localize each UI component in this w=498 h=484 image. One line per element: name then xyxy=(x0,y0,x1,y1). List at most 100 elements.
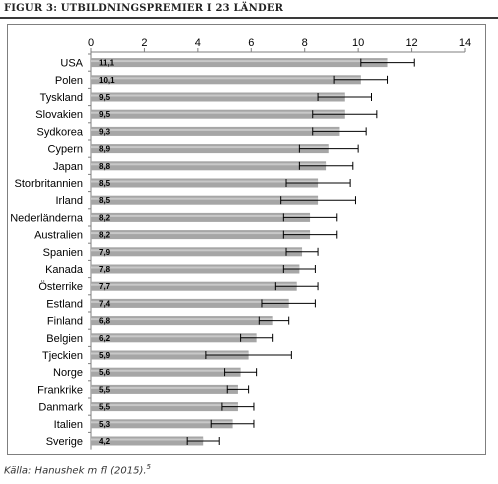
category-label: Spanien xyxy=(43,247,83,259)
bar xyxy=(91,419,233,429)
category-label: Italien xyxy=(54,419,83,431)
data-label: 7,9 xyxy=(99,248,111,257)
data-label: 8,2 xyxy=(99,213,111,222)
data-label: 5,5 xyxy=(99,403,111,412)
x-tick-label: 14 xyxy=(459,37,471,49)
data-label: 4,2 xyxy=(99,437,111,446)
figure-title: FIGUR 3: UTBILDNINGSPREMIER I 23 LÄNDER xyxy=(4,3,284,14)
bar xyxy=(91,195,319,205)
bar xyxy=(91,109,345,119)
bar-highlight xyxy=(91,146,329,149)
bar-highlight xyxy=(91,94,345,97)
category-label: Frankrike xyxy=(37,384,83,396)
bar xyxy=(91,384,238,394)
bar-highlight xyxy=(91,438,204,441)
data-label: 6,2 xyxy=(99,334,111,343)
data-label: 10,1 xyxy=(99,76,115,85)
category-label: Belgien xyxy=(46,333,83,345)
data-label: 9,5 xyxy=(99,93,111,102)
data-label: 5,9 xyxy=(99,351,111,360)
bar xyxy=(91,230,311,240)
category-label: Slovakien xyxy=(35,109,83,121)
bar xyxy=(91,126,340,136)
bar-highlight xyxy=(91,232,311,235)
x-tick-label: 0 xyxy=(88,37,94,49)
bar-highlight xyxy=(91,214,311,217)
category-label: Sverige xyxy=(46,436,83,448)
bar xyxy=(91,75,361,85)
x-tick-label: 10 xyxy=(352,37,364,49)
bar xyxy=(91,212,311,222)
bar-highlight xyxy=(91,111,345,114)
data-label: 9,3 xyxy=(99,127,111,136)
category-label: Norge xyxy=(53,367,83,379)
bar-highlight xyxy=(91,421,233,424)
category-label: Irland xyxy=(55,195,83,207)
bar xyxy=(91,367,241,377)
bar-highlight xyxy=(91,249,303,252)
category-label: Danmark xyxy=(38,402,83,414)
bar-highlight xyxy=(91,335,257,338)
bar-highlight xyxy=(91,128,340,131)
data-label: 5,5 xyxy=(99,385,111,394)
bar xyxy=(91,161,327,171)
bar-highlight xyxy=(91,266,300,269)
bar xyxy=(91,436,204,446)
bar-highlight xyxy=(91,163,327,166)
data-label: 8,5 xyxy=(99,196,111,205)
bar-highlight xyxy=(91,283,297,286)
bar-highlight xyxy=(91,77,361,80)
data-label: 8,5 xyxy=(99,179,111,188)
category-label: Österrike xyxy=(38,281,83,293)
category-label: Cypern xyxy=(48,144,83,156)
bar-highlight xyxy=(91,352,249,355)
bar xyxy=(91,350,249,360)
bar xyxy=(91,247,303,257)
data-label: 9,5 xyxy=(99,110,111,119)
bar xyxy=(91,402,238,412)
category-label: Polen xyxy=(55,75,83,87)
bar-highlight xyxy=(91,369,241,372)
category-label: USA xyxy=(60,58,83,70)
data-label: 5,3 xyxy=(99,420,111,429)
data-label: 7,7 xyxy=(99,282,111,291)
bar-highlight xyxy=(91,404,238,407)
data-label: 7,4 xyxy=(99,299,111,308)
bar-highlight xyxy=(91,318,273,321)
bar xyxy=(91,333,257,343)
source-note: Källa: Hanushek m fl (2015).5 xyxy=(4,463,151,476)
bar-highlight xyxy=(91,197,319,200)
bar-highlight xyxy=(91,60,388,63)
bar-layer xyxy=(91,58,415,446)
category-label: Tyskland xyxy=(40,92,83,104)
source-text: Källa: Hanushek m fl (2015). xyxy=(4,465,147,477)
bar-highlight xyxy=(91,386,238,389)
label-layer: USA 11,1 Polen 10,1 Tyskland 9,5 Slovakien 9,5 S… xyxy=(10,58,115,448)
x-tick-label: 12 xyxy=(405,37,417,49)
data-label: 5,6 xyxy=(99,368,111,377)
bar xyxy=(91,58,388,68)
category-label: Australien xyxy=(34,230,83,242)
category-label: Tjeckien xyxy=(42,350,83,362)
bar-highlight xyxy=(91,180,319,183)
bar xyxy=(91,316,273,326)
bar xyxy=(91,298,289,308)
data-label: 8,9 xyxy=(99,145,111,154)
bar xyxy=(91,92,345,102)
data-label: 6,8 xyxy=(99,317,111,326)
category-label: Kanada xyxy=(45,264,84,276)
bar xyxy=(91,178,319,188)
data-label: 11,1 xyxy=(99,59,115,68)
source-footnote: 5 xyxy=(146,463,152,471)
x-tick-label: 8 xyxy=(302,37,308,49)
x-tick-label: 2 xyxy=(141,37,147,49)
data-label: 8,2 xyxy=(99,231,111,240)
category-label: Sydkorea xyxy=(37,126,84,138)
data-label: 8,8 xyxy=(99,162,111,171)
category-label: Nederländerna xyxy=(10,212,84,224)
bar xyxy=(91,281,297,291)
bar-highlight xyxy=(91,300,289,303)
title-rule xyxy=(0,17,498,19)
x-tick-label: 6 xyxy=(248,37,254,49)
